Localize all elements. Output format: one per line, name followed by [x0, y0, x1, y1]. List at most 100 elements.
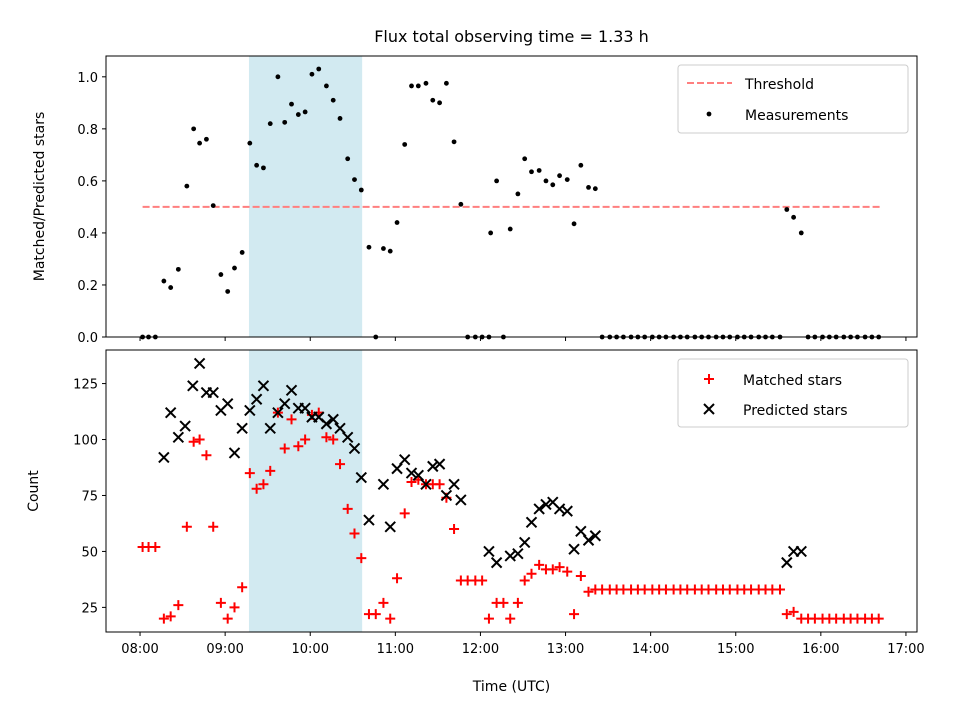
axes-frame	[105, 349, 918, 633]
measurement-point	[791, 214, 797, 220]
predicted-star-point	[455, 494, 467, 506]
matched-star-point	[554, 562, 565, 573]
predicted-star-point	[244, 404, 256, 417]
measurement-point	[184, 183, 190, 189]
predicted-star-point	[427, 460, 439, 473]
measurement-point	[175, 266, 181, 272]
x-tick-label: 12:00	[462, 642, 499, 657]
matched-star-point	[244, 468, 255, 479]
measurement-point	[267, 121, 273, 127]
matched-star-point	[215, 597, 226, 608]
matched-star-point	[165, 611, 176, 622]
predicted-star-point	[327, 413, 339, 426]
measurement-point	[451, 139, 457, 145]
predicted-star-point	[440, 489, 453, 502]
matched-star-point	[321, 432, 332, 443]
predicted-star-point	[299, 402, 311, 414]
predicted-star-point	[164, 406, 177, 419]
measurement-point	[225, 289, 231, 294]
matched-star-point	[378, 597, 389, 608]
predicted-star-point	[279, 398, 291, 410]
legend-measurements-label: Measurements	[745, 108, 848, 124]
matched-star-point	[150, 541, 161, 552]
measurement-point	[191, 126, 197, 132]
matched-star-point	[328, 434, 339, 445]
measurement-point	[578, 162, 584, 168]
predicted-star-point	[398, 453, 411, 466]
x-tick-label: 17:00	[887, 642, 924, 657]
x-tick-label: 08:00	[121, 642, 158, 657]
measurement-point	[415, 83, 421, 89]
matched-star-point	[342, 503, 353, 514]
y-axis-label: Count	[26, 470, 42, 512]
predicted-star-point	[272, 406, 284, 419]
matched-star-point	[575, 571, 586, 582]
predicted-star-point	[179, 420, 191, 432]
measurement-point	[324, 83, 329, 89]
measurement-point	[402, 142, 408, 147]
matched-star-point	[237, 582, 248, 593]
measurement-point	[254, 162, 260, 168]
measurement-point	[543, 178, 549, 184]
matched-star-point	[498, 597, 509, 608]
predicted-star-point	[158, 451, 170, 464]
matched-star-point	[300, 434, 311, 445]
chart-title: Flux total observing time = 1.33 h	[374, 27, 649, 46]
matched-star-point	[788, 606, 799, 617]
predicted-star-point	[320, 418, 333, 430]
predicted-star-point	[187, 380, 199, 392]
predicted-star-point	[781, 556, 793, 569]
predicted-star-point	[257, 380, 270, 392]
measurement-point	[345, 156, 351, 162]
y-tick-label: 0.4	[77, 227, 98, 242]
measurement-point	[409, 83, 414, 89]
matched-star-point	[181, 521, 192, 532]
x-tick-label: 09:00	[206, 642, 243, 657]
matched-star-point	[258, 479, 269, 490]
predicted-star-point	[561, 505, 573, 517]
y-tick-label: 0.2	[77, 279, 98, 294]
x-axis-label: Time (UTC)	[472, 679, 550, 695]
measurement-point	[522, 156, 528, 162]
x-tick-label: 15:00	[717, 642, 754, 657]
measurement-point	[337, 116, 343, 121]
y-tick-label: 75	[81, 489, 98, 504]
legend-matched-swatch	[704, 374, 714, 384]
predicted-star-point	[341, 431, 354, 443]
matched-star-point	[251, 483, 262, 494]
legend-threshold-label: Threshold	[744, 77, 814, 93]
predicted-star-point	[363, 514, 375, 526]
predicted-star-point	[433, 458, 446, 470]
measurement-point	[352, 177, 357, 182]
matched-star-point	[286, 414, 297, 425]
predicted-star-point	[420, 478, 432, 490]
measurement-point	[423, 80, 429, 86]
matched-star-point	[547, 564, 558, 575]
y-tick-label: 0.0	[77, 331, 98, 346]
measurement-point	[239, 250, 245, 255]
measurement-point	[557, 173, 562, 179]
matched-star-point	[781, 609, 792, 620]
legend-matched-label: Matched stars	[743, 373, 842, 389]
x-tick-label: 10:00	[292, 642, 329, 657]
matched-star-point	[222, 613, 233, 624]
legend-predicted-label: Predicted stars	[743, 403, 848, 419]
matched-star-point	[385, 613, 396, 624]
matched-star-point	[477, 575, 488, 586]
matched-star-point	[335, 459, 346, 470]
matched-star-point	[512, 597, 523, 608]
measurement-point	[443, 80, 449, 86]
x-tick-label: 14:00	[632, 642, 669, 657]
matched-star-point	[173, 600, 184, 611]
matched-star-point	[505, 613, 516, 624]
measurement-point	[295, 112, 301, 117]
predicted-star-point	[589, 530, 602, 542]
predicted-star-point	[448, 478, 460, 490]
matched-star-point	[569, 609, 580, 620]
matched-star-point	[583, 586, 594, 597]
measurement-point	[302, 109, 308, 115]
measurement-point	[507, 226, 513, 232]
y-tick-label: 125	[73, 378, 98, 393]
measurement-point	[358, 187, 364, 193]
